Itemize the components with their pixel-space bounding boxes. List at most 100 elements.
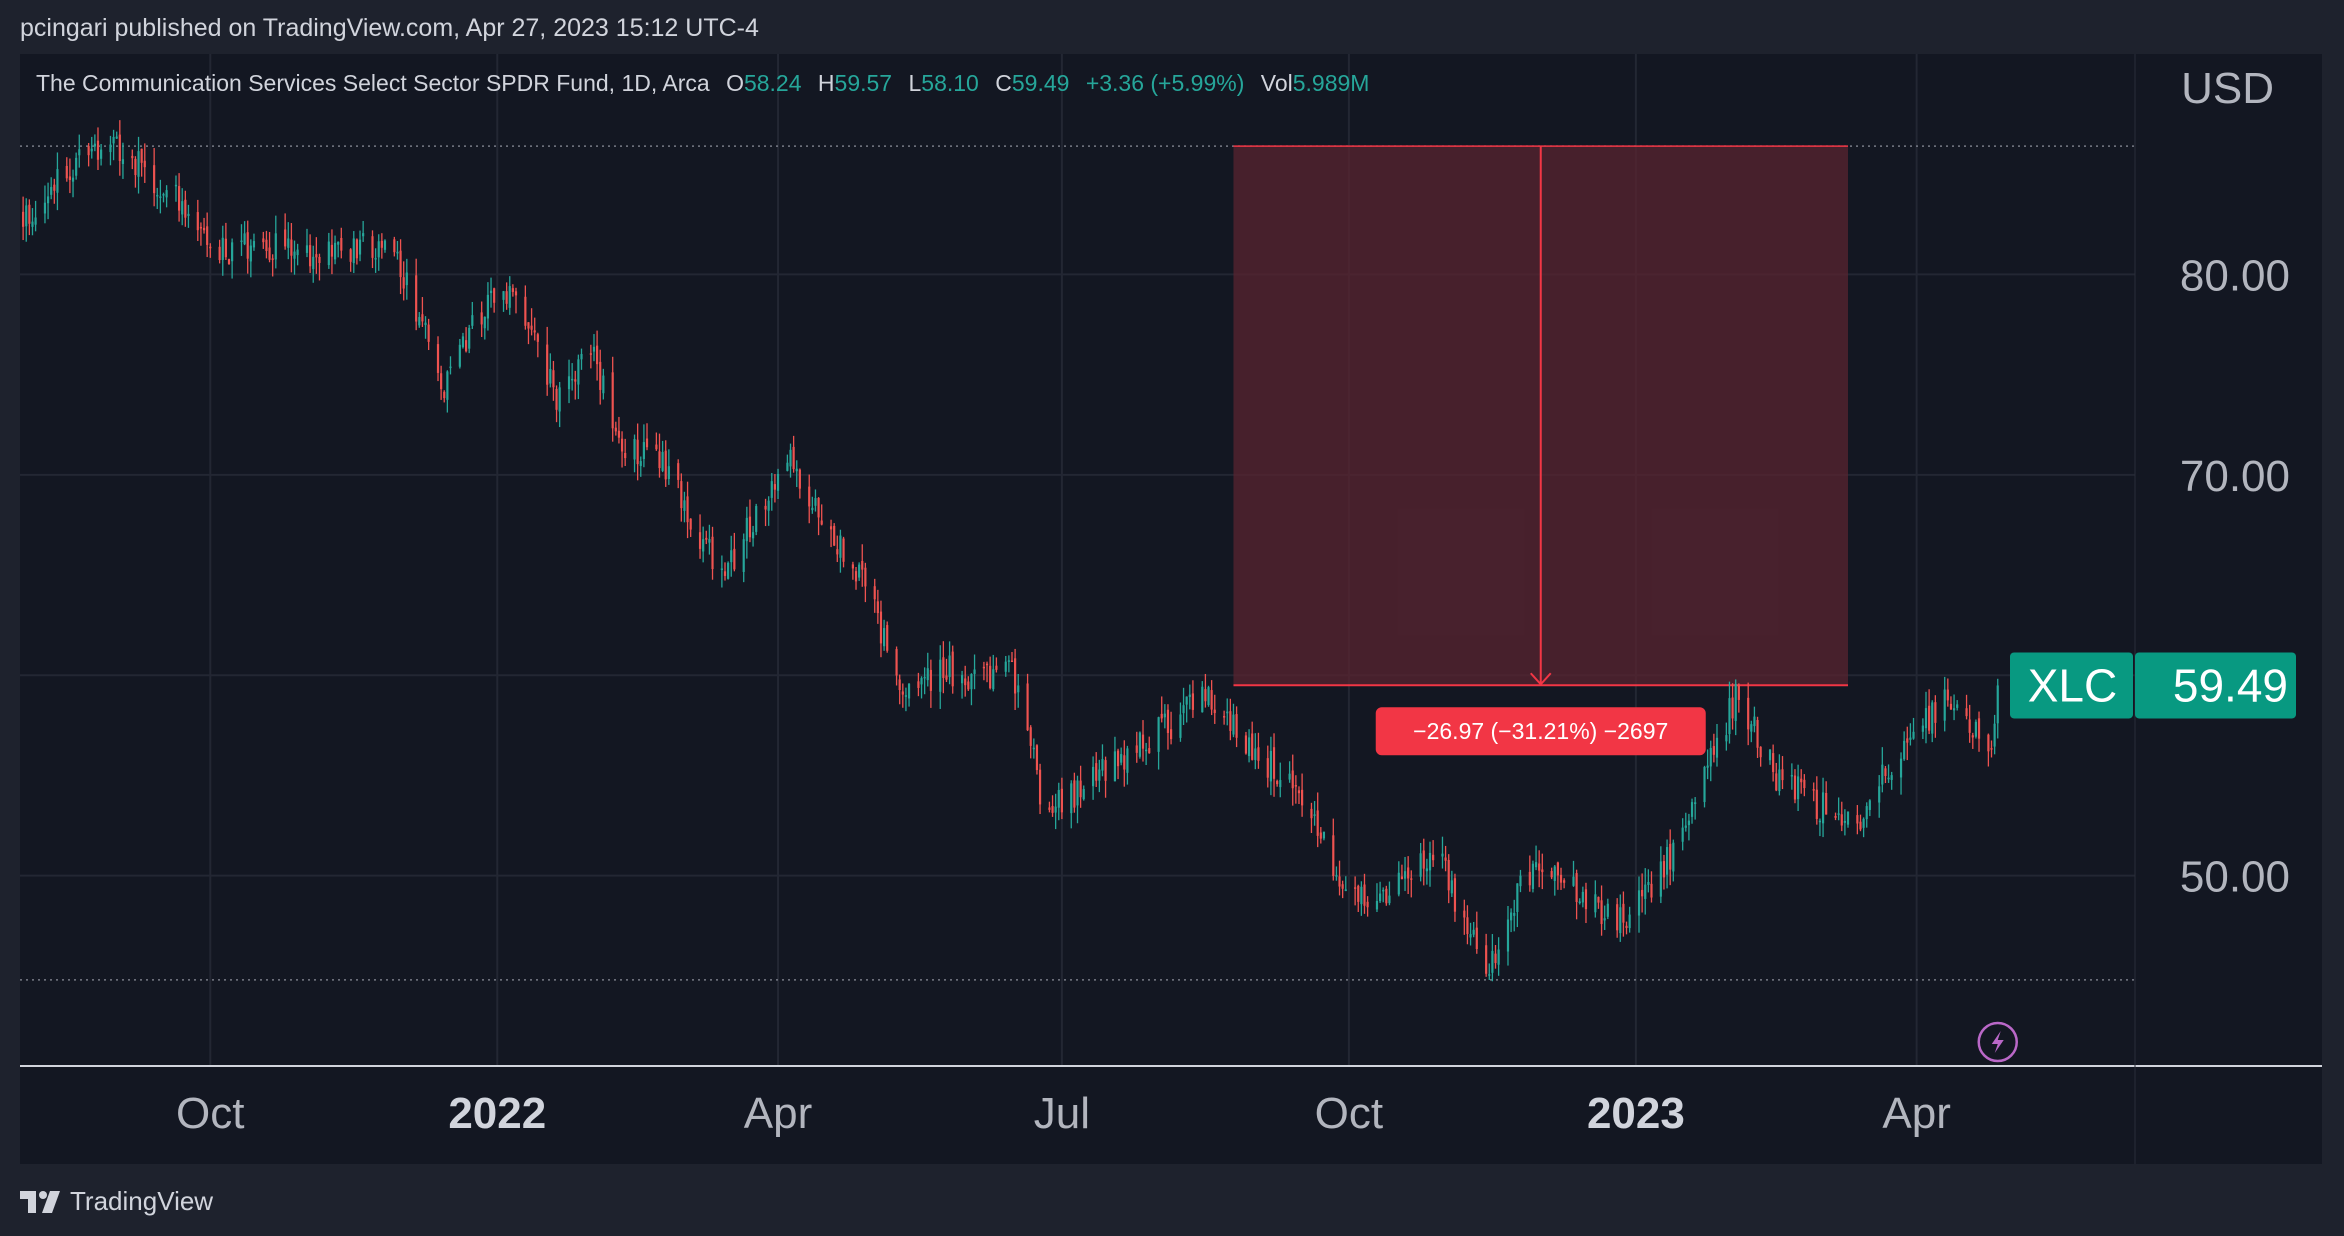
candle-body — [1294, 785, 1297, 787]
candle-body — [1622, 903, 1625, 923]
candle-body — [686, 496, 689, 523]
candle-body — [798, 469, 801, 489]
candle-body — [546, 344, 549, 385]
candle-body — [1126, 748, 1129, 773]
legend-low-label: L — [908, 70, 922, 96]
legend-close-label: C — [995, 70, 1012, 96]
candle-body — [1993, 723, 1996, 747]
candle-body — [1625, 925, 1628, 928]
lightning-icon[interactable] — [1977, 1021, 2018, 1063]
candle-body — [795, 468, 798, 472]
candle-body — [658, 451, 661, 469]
candle-body — [1247, 737, 1251, 757]
candle-body — [449, 366, 452, 369]
candle-body — [305, 245, 309, 253]
legend-high-label: H — [817, 70, 835, 96]
candle-body — [876, 601, 879, 614]
candle-body — [156, 194, 159, 197]
candle-body — [1865, 806, 1868, 820]
candle-body — [727, 562, 730, 579]
candle-body — [611, 372, 614, 429]
candle-body — [1747, 697, 1750, 730]
candle-body — [1772, 753, 1775, 772]
candle-body — [224, 238, 227, 258]
candle-body — [995, 665, 998, 670]
tradingview-brand-text: TradingView — [70, 1186, 214, 1216]
candle-body — [309, 245, 312, 267]
candle-body — [231, 242, 234, 262]
candle-body — [1403, 871, 1407, 879]
candle-body — [1054, 806, 1057, 813]
candle-body — [1444, 857, 1447, 861]
currency-label[interactable]: USD — [2181, 64, 2274, 113]
candle-body — [624, 452, 627, 459]
candle-body — [415, 275, 418, 322]
price-axis-label: 50.00 — [2180, 853, 2290, 902]
candle-body — [1538, 863, 1541, 871]
candle-body — [1169, 729, 1173, 740]
candle-body — [1095, 763, 1098, 781]
ticker-badge-price-bg — [2135, 652, 2296, 719]
candle-body — [1163, 713, 1166, 718]
candle-body — [1881, 764, 1884, 785]
time-axis: Oct 2022 Apr Jul Oct 2023 Apr — [20, 54, 2322, 1164]
candle-body — [93, 143, 96, 147]
measure-label: −26.97 (−31.21%) −2697 — [1413, 718, 1668, 744]
candle-body — [1410, 878, 1413, 880]
candle-body — [440, 373, 443, 390]
candle-body — [1316, 810, 1319, 836]
candle-body — [1934, 702, 1937, 723]
candle-body — [767, 500, 770, 511]
candle-body — [1201, 686, 1204, 713]
candle-body — [1821, 792, 1825, 824]
candle-body — [1737, 684, 1740, 700]
tradingview-brand[interactable]: TradingView — [20, 1186, 213, 1217]
candle-body — [939, 659, 942, 692]
candle-body — [464, 340, 468, 352]
candle-body — [549, 369, 552, 384]
candle-body — [1453, 878, 1457, 912]
candle-body — [56, 169, 59, 193]
candle-body — [284, 229, 287, 247]
candle-body — [358, 239, 362, 255]
candle-body — [1619, 907, 1622, 934]
candle-body — [1279, 780, 1282, 788]
candle-body — [1491, 950, 1494, 973]
candle-body — [1057, 789, 1060, 808]
candle-body — [642, 442, 645, 459]
candle-body — [206, 226, 209, 245]
candle-body — [383, 240, 387, 250]
candle-body — [764, 505, 767, 510]
candle-body — [1949, 703, 1953, 710]
candle-body — [1600, 900, 1603, 925]
candle-body — [1310, 808, 1313, 819]
candle-body — [1276, 780, 1279, 785]
candle-body — [1759, 746, 1762, 758]
candle-body — [1232, 714, 1235, 735]
candle-body — [1528, 871, 1531, 886]
candle-body — [633, 439, 636, 460]
candle-body — [1578, 901, 1581, 904]
candle-body — [446, 371, 449, 400]
candle-body — [702, 539, 705, 552]
candle-body — [221, 237, 224, 260]
candle-body — [159, 196, 162, 198]
candle-body — [748, 516, 752, 538]
candle-body — [1494, 953, 1497, 964]
candle-body — [1120, 754, 1123, 763]
candle-body — [617, 430, 621, 438]
candle-body — [723, 571, 727, 576]
candle-body — [1485, 945, 1488, 974]
grid-lines — [20, 54, 2135, 1066]
candle-body — [1182, 705, 1185, 714]
candle-body — [46, 196, 50, 204]
candle-body — [1026, 683, 1029, 731]
candle-body — [755, 506, 758, 532]
candle-body — [1581, 891, 1584, 903]
candle-body — [1840, 814, 1843, 826]
candle-body — [1818, 820, 1822, 823]
candle-body — [274, 233, 277, 260]
candle-body — [118, 134, 121, 162]
